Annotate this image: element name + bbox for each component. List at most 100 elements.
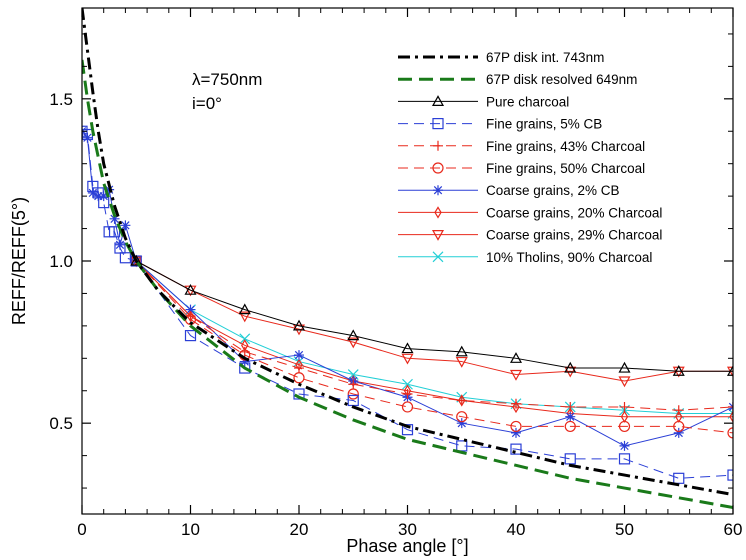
- data-point: [456, 411, 468, 423]
- data-point: [401, 353, 414, 365]
- data-point: [509, 352, 523, 363]
- data-point: [347, 329, 360, 341]
- legend-swatch-marker: [432, 162, 444, 174]
- series-line: [136, 260, 733, 372]
- x-tick-label: 40: [507, 520, 526, 539]
- legend-entry-6: Coarse grains, 2% CB: [398, 183, 620, 198]
- legend: 67P disk int. 743nm 67P disk resolved 649…: [398, 50, 662, 265]
- legend-entry-7: Coarse grains, 20% Charcoal: [398, 205, 662, 220]
- y-tick-label: 1.5: [49, 90, 73, 109]
- data-point: [119, 252, 132, 264]
- series-1: [82, 59, 733, 509]
- data-point: [239, 346, 250, 357]
- data-point: [511, 398, 521, 409]
- incidence-label: i=0°: [192, 94, 222, 113]
- legend-entry-3: Fine grains, 5% CB: [398, 117, 602, 132]
- condition-annotation: λ=750nm i=0°: [192, 70, 262, 113]
- legend-entry-2: Pure charcoal: [398, 94, 569, 109]
- data-point: [98, 197, 110, 209]
- data-point: [238, 303, 251, 315]
- legend-label: Pure charcoal: [486, 94, 569, 109]
- series-line: [82, 8, 733, 497]
- legend-swatch-marker: [434, 206, 442, 219]
- data-point: [727, 427, 733, 439]
- legend-swatch-marker: [433, 185, 443, 196]
- legend-label: Coarse grains, 20% Charcoal: [486, 205, 662, 220]
- data-point: [510, 420, 522, 433]
- legend-swatch-marker: [431, 230, 445, 241]
- series-line: [135, 260, 733, 411]
- data-point: [672, 365, 685, 376]
- data-point: [565, 401, 576, 412]
- axes: 0 10 20 30 40 50 60 0.5 1.0 1.5 Phase angle [°] REF…: [9, 7, 743, 556]
- data-point: [673, 405, 684, 416]
- data-point: [294, 363, 304, 374]
- data-point: [727, 469, 733, 481]
- data-point: [108, 226, 121, 238]
- data-point: [564, 361, 577, 373]
- data-point: [184, 283, 197, 295]
- legend-swatch-marker: [433, 140, 443, 151]
- data-point: [618, 376, 631, 388]
- legend-label: Coarse grains, 29% Charcoal: [486, 228, 662, 243]
- x-tick-label: 10: [181, 520, 200, 539]
- data-point: [401, 424, 414, 436]
- legend-label: Coarse grains, 2% CB: [486, 183, 620, 198]
- data-point: [294, 350, 304, 361]
- data-point: [673, 420, 685, 433]
- data-point: [401, 342, 414, 354]
- data-point: [511, 427, 521, 438]
- x-tick-label: 0: [77, 520, 86, 539]
- legend-entry-8: Coarse grains, 29% Charcoal: [398, 228, 662, 243]
- y-tick-label: 0.5: [49, 414, 73, 433]
- data-point: [238, 311, 251, 323]
- data-point: [456, 395, 467, 406]
- x-tick-label: 20: [290, 520, 309, 539]
- data-point: [402, 378, 413, 390]
- data-point: [726, 365, 733, 376]
- data-point: [130, 254, 143, 266]
- legend-swatch-marker: [432, 117, 444, 130]
- series-3: [82, 125, 733, 484]
- data-point: [402, 388, 413, 399]
- data-point: [618, 453, 631, 465]
- data-point: [565, 411, 576, 422]
- data-point: [293, 372, 305, 384]
- x-tick-label: 50: [615, 520, 634, 539]
- data-point: [673, 427, 684, 438]
- data-point: [455, 345, 468, 357]
- x-tick-label: 30: [398, 520, 417, 539]
- data-point: [93, 191, 104, 202]
- data-point: [239, 356, 250, 367]
- data-point: [185, 311, 196, 322]
- series-line: [135, 260, 733, 434]
- data-point: [510, 443, 522, 455]
- legend-entry-5: Fine grains, 50% Charcoal: [398, 161, 645, 176]
- data-point: [184, 330, 197, 342]
- plot-area: [82, 8, 733, 509]
- data-point: [619, 440, 630, 451]
- y-axis-title: REFF/REFF(5°): [9, 197, 29, 325]
- legend-entry-1: 67P disk resolved 649nm: [398, 72, 637, 87]
- data-point: [509, 369, 523, 381]
- legend-entry-9: 10% Tholins, 90% Charcoal: [398, 250, 652, 265]
- series-4: [131, 256, 733, 416]
- wavelength-label: λ=750nm: [192, 70, 262, 89]
- data-point: [114, 239, 125, 250]
- data-point: [239, 362, 251, 374]
- legend-label: 67P disk resolved 649nm: [486, 72, 637, 87]
- x-axis-title: Phase angle [°]: [346, 536, 468, 556]
- data-point: [348, 379, 359, 390]
- x-tick-label: 60: [724, 520, 743, 539]
- y-tick-label: 1.0: [49, 252, 73, 271]
- legend-entry-4: Fine grains, 43% Charcoal: [398, 139, 645, 154]
- data-point: [239, 333, 251, 345]
- data-point: [455, 356, 468, 368]
- series-2: [130, 254, 733, 376]
- data-point: [564, 453, 576, 465]
- data-point: [618, 361, 631, 373]
- data-point: [618, 420, 631, 433]
- data-point: [293, 388, 305, 400]
- series-line: [136, 260, 733, 382]
